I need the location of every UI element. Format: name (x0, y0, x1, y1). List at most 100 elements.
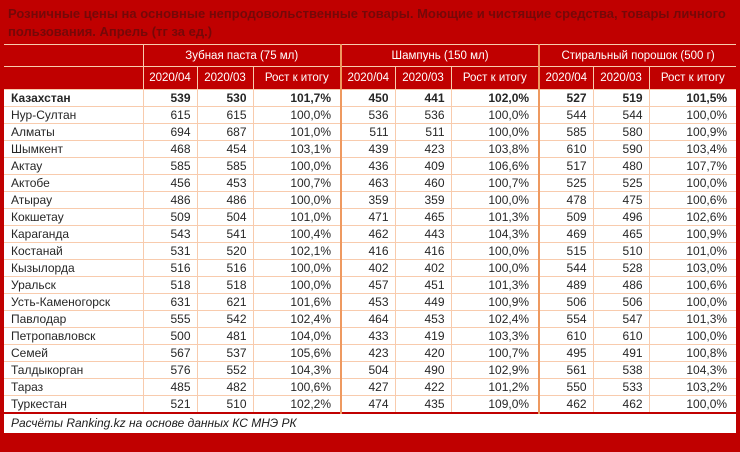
price-cell: 462 (592, 395, 650, 414)
source-note: Расчёты Ranking.kz на основе данных КС М… (2, 412, 738, 435)
price-cell: 486 (196, 191, 254, 209)
price-cell: 687 (196, 123, 254, 141)
group-header-shampoo: Шампунь (150 мл) (340, 44, 540, 67)
price-cell: 527 (538, 89, 594, 107)
price-cell: 436 (340, 157, 396, 175)
region-cell: Актобе (2, 174, 144, 192)
price-cell: 543 (142, 225, 198, 243)
price-cell: 536 (394, 106, 452, 124)
price-cell: 544 (538, 106, 594, 124)
table-body: Казахстан 539 530 101,7% 450 441 102,0% 527 519 1… (2, 89, 738, 414)
price-cell: 500 (142, 327, 198, 345)
price-cell: 518 (142, 276, 198, 294)
region-cell: Семей (2, 344, 144, 362)
price-cell: 468 (142, 140, 198, 158)
region-cell: Актау (2, 157, 144, 175)
price-cell: 359 (394, 191, 452, 209)
price-cell: 506 (538, 293, 594, 311)
growth-cell: 105,6% (252, 344, 342, 362)
growth-cell: 102,4% (450, 310, 540, 328)
growth-cell: 103,0% (648, 259, 738, 277)
price-cell: 536 (340, 106, 396, 124)
price-cell: 463 (340, 174, 396, 192)
price-cell: 531 (142, 242, 198, 260)
price-cell: 480 (592, 157, 650, 175)
region-cell: Кокшетау (2, 208, 144, 226)
price-cell: 610 (538, 327, 594, 345)
region-cell: Караганда (2, 225, 144, 243)
region-cell: Петропавловск (2, 327, 144, 345)
price-cell: 416 (394, 242, 452, 260)
growth-cell: 100,9% (648, 225, 738, 243)
growth-cell: 101,3% (450, 208, 540, 226)
growth-cell: 101,3% (450, 276, 540, 294)
price-cell: 544 (592, 106, 650, 124)
growth-cell: 100,0% (450, 123, 540, 141)
region-cell: Казахстан (2, 89, 144, 107)
region-cell: Усть-Каменогорск (2, 293, 144, 311)
footer-row: Расчёты Ranking.kz на основе данных КС М… (2, 412, 738, 435)
price-cell: 585 (196, 157, 254, 175)
price-cell: 427 (340, 378, 396, 396)
price-cell: 519 (592, 89, 650, 107)
growth-cell: 102,6% (648, 208, 738, 226)
table-row: Кокшетау 509 504 101,0% 471 465 101,3% 509 496 10… (2, 208, 738, 226)
growth-cell: 104,0% (252, 327, 342, 345)
growth-cell: 101,0% (252, 123, 342, 141)
price-cell: 515 (538, 242, 594, 260)
price-cell: 580 (592, 123, 650, 141)
price-cell: 521 (142, 395, 198, 414)
growth-cell: 102,1% (252, 242, 342, 260)
price-cell: 490 (394, 361, 452, 379)
growth-cell: 100,8% (648, 344, 738, 362)
table-footer: Расчёты Ranking.kz на основе данных КС М… (2, 412, 738, 435)
price-cell: 555 (142, 310, 198, 328)
price-cell: 610 (592, 327, 650, 345)
growth-cell: 109,0% (450, 395, 540, 414)
region-cell: Павлодар (2, 310, 144, 328)
price-cell: 496 (592, 208, 650, 226)
region-cell: Тараз (2, 378, 144, 396)
price-cell: 576 (142, 361, 198, 379)
price-cell: 486 (592, 276, 650, 294)
region-subcolumn-header (2, 66, 144, 90)
price-cell: 518 (196, 276, 254, 294)
growth-cell: 100,0% (648, 293, 738, 311)
table-row: Туркестан 521 510 102,2% 474 435 109,0% 462 462 1… (2, 395, 738, 414)
sub-column-header-row: 2020/04 2020/03 Рост к итогу 2020/04 202… (2, 66, 738, 90)
price-cell: 416 (340, 242, 396, 260)
price-cell: 547 (592, 310, 650, 328)
region-cell: Нур-Султан (2, 106, 144, 124)
table-row: Усть-Каменогорск 631 621 101,6% 453 449 100,9%… (2, 293, 738, 311)
growth-cell: 107,7% (648, 157, 738, 175)
price-cell: 567 (142, 344, 198, 362)
price-cell: 471 (340, 208, 396, 226)
table-row: Петропавловск 500 481 104,0% 433 419 103,3% 610… (2, 327, 738, 345)
price-cell: 469 (538, 225, 594, 243)
price-cell: 491 (592, 344, 650, 362)
price-cell: 590 (592, 140, 650, 158)
subheader-current-month: 2020/04 (142, 66, 198, 90)
price-cell: 554 (538, 310, 594, 328)
price-cell: 359 (340, 191, 396, 209)
table-row: Костанай 531 520 102,1% 416 416 100,0% 515 510 10… (2, 242, 738, 260)
price-cell: 694 (142, 123, 198, 141)
growth-cell: 103,1% (252, 140, 342, 158)
price-cell: 533 (592, 378, 650, 396)
growth-cell: 100,0% (450, 242, 540, 260)
growth-cell: 100,0% (450, 259, 540, 277)
growth-cell: 100,7% (252, 174, 342, 192)
table-row: Караганда 543 541 100,4% 462 443 104,3% 469 465 1… (2, 225, 738, 243)
price-cell: 504 (340, 361, 396, 379)
growth-cell: 101,0% (252, 208, 342, 226)
region-column-header (2, 44, 144, 67)
price-cell: 453 (394, 310, 452, 328)
growth-cell: 101,3% (648, 310, 738, 328)
growth-cell: 100,6% (252, 378, 342, 396)
growth-cell: 100,0% (450, 106, 540, 124)
price-cell: 482 (196, 378, 254, 396)
price-cell: 511 (394, 123, 452, 141)
price-cell: 561 (538, 361, 594, 379)
price-cell: 423 (394, 140, 452, 158)
price-cell: 525 (592, 174, 650, 192)
